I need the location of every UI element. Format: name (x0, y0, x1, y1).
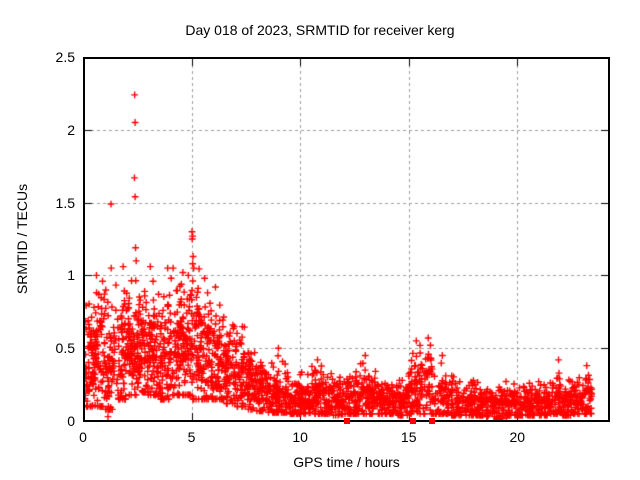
chart-title: Day 018 of 2023, SRMTID for receiver ker… (185, 22, 455, 38)
y-tick-label: 0 (67, 413, 75, 429)
x-tick-label: 10 (292, 429, 308, 445)
zero-value-square-marker (410, 418, 417, 424)
y-axis-label: SRMTID / TECUs (14, 183, 30, 295)
y-tick-label: 2 (67, 121, 75, 138)
zero-value-square-marker (428, 418, 435, 424)
y-tick-label: 1.5 (55, 194, 75, 211)
y-tick-label: 1 (67, 267, 75, 284)
x-tick-label: 5 (187, 429, 196, 445)
y-tick-label: 2.5 (55, 49, 75, 65)
zero-value-square-marker (344, 418, 351, 424)
x-axis-label: GPS time / hours (293, 454, 400, 470)
x-tick-label: 20 (509, 429, 526, 445)
y-tick-label: 0.5 (55, 340, 75, 357)
x-tick-label: 0 (79, 429, 87, 445)
scatter-canvas (85, 59, 608, 420)
x-tick-label: 15 (400, 429, 417, 445)
